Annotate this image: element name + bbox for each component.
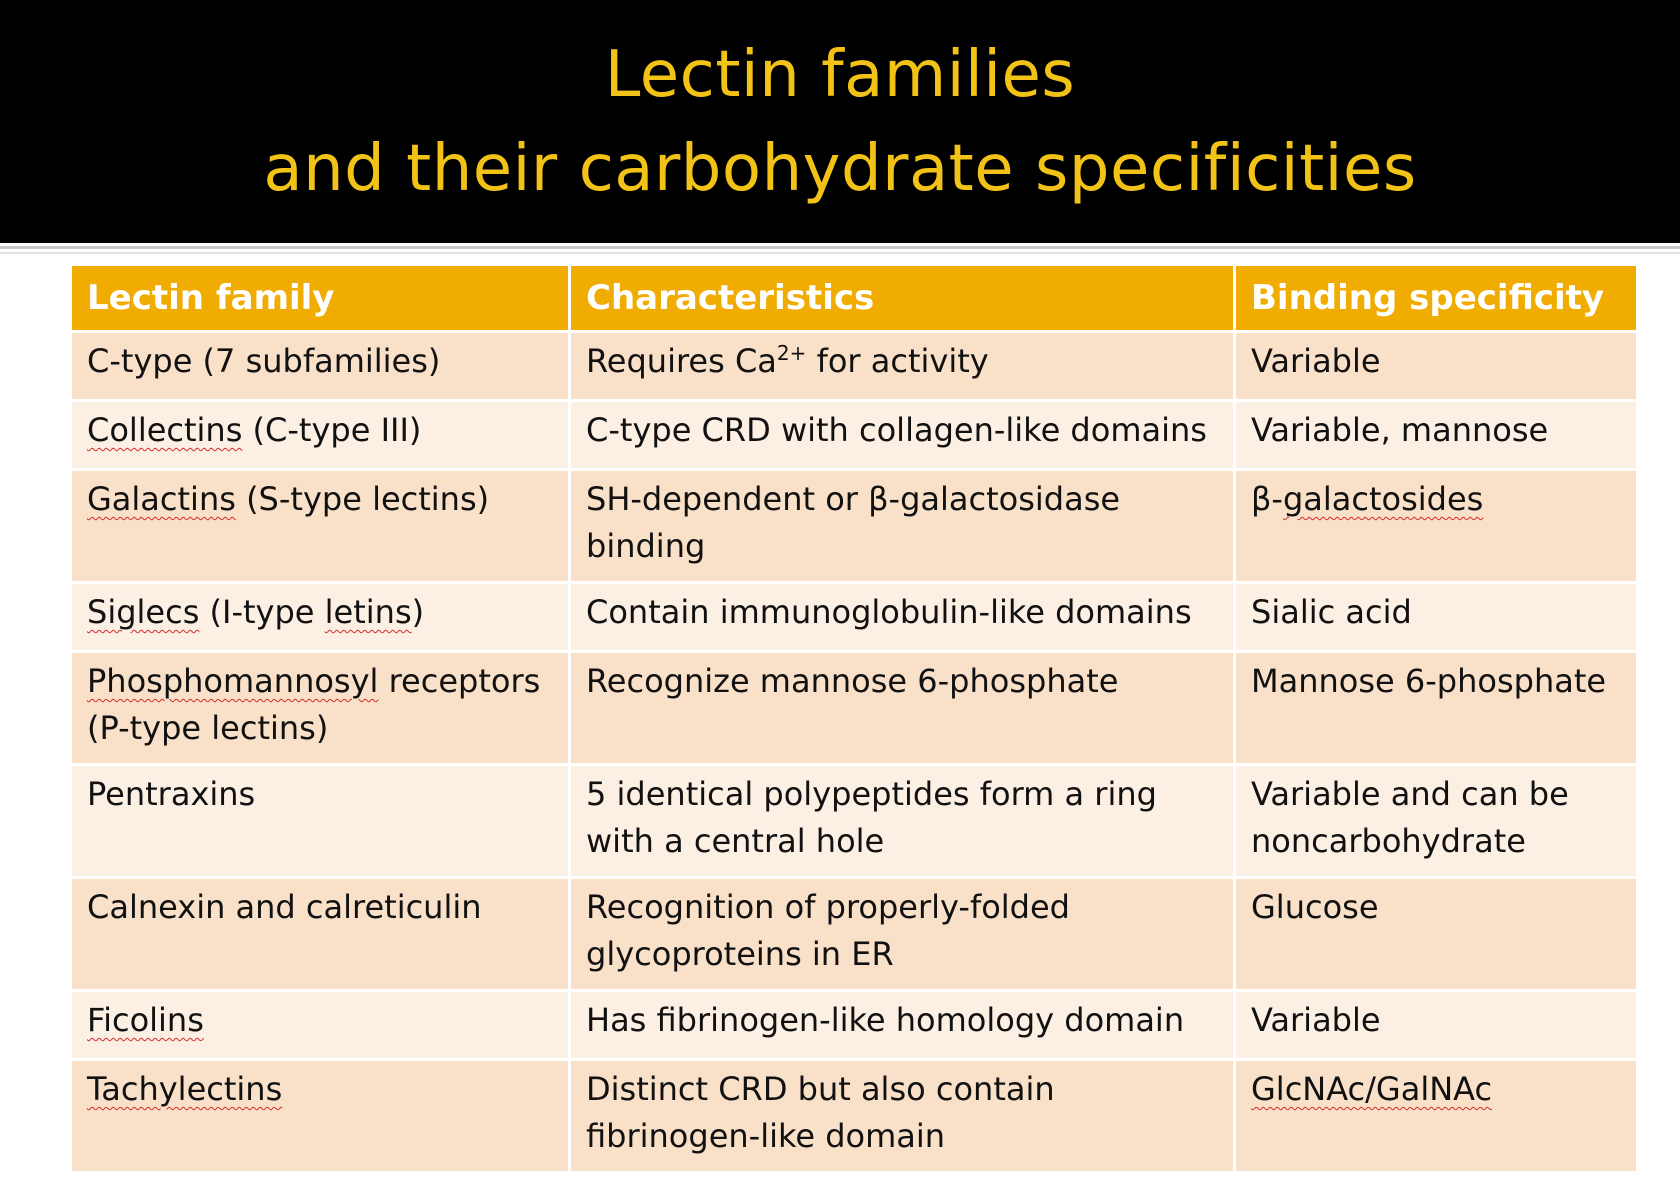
slide-title-line-2: and their carbohydrate specificities — [263, 131, 1417, 206]
cell-lectin-family: Ficolins — [72, 992, 568, 1058]
binding-specificity-text: Mannose 6-phosphate — [1251, 662, 1607, 700]
cell-lectin-family: Siglecs (I-type letins) — [72, 584, 568, 650]
cell-characteristics: C-type CRD with collagen-like domains — [571, 402, 1233, 468]
cell-binding-specificity: GlcNAc/GalNAc — [1236, 1061, 1636, 1171]
table-row: Ficolins Has fibrinogen-like homology do… — [72, 992, 1636, 1058]
cell-lectin-family: Tachylectins — [72, 1061, 568, 1171]
lectin-family-name-rest: receptors (P-type lectins) — [87, 662, 541, 747]
cell-binding-specificity: β-galactosides — [1236, 471, 1636, 581]
cell-binding-specificity: Sialic acid — [1236, 584, 1636, 650]
cell-lectin-family: Calnexin and calreticulin — [72, 879, 568, 989]
cell-characteristics: Distinct CRD but also contain fibrinogen… — [571, 1061, 1233, 1171]
cell-lectin-family: C-type (7 subfamilies) — [72, 333, 568, 399]
slide-title-line-1: Lectin families — [604, 37, 1076, 112]
lectin-family-name: Pentraxins — [87, 775, 256, 813]
characteristics-text: Recognition of properly-folded glycoprot… — [586, 888, 1070, 973]
cell-binding-specificity: Glucose — [1236, 879, 1636, 989]
binding-specificity-text: Glucose — [1251, 888, 1379, 926]
spellcheck-flagged-word: galactosides — [1282, 480, 1484, 518]
lectin-family-name-rest: ) — [411, 593, 425, 631]
calcium-charge-superscript: 2+ — [776, 341, 807, 365]
binding-specificity-text: Variable and can be noncarbohydrate — [1251, 775, 1569, 860]
characteristics-text: Requires Ca — [586, 342, 777, 380]
characteristics-text: 5 identical polypeptides form a ring wit… — [586, 775, 1157, 860]
cell-lectin-family: Collectins (C-type III) — [72, 402, 568, 468]
table-row: Collectins (C-type III) C-type CRD with … — [72, 402, 1636, 468]
characteristics-text-suffix: for activity — [806, 342, 989, 380]
spellcheck-flagged-word: Collectins — [87, 411, 243, 449]
table-row: Pentraxins 5 identical polypeptides form… — [72, 766, 1636, 876]
characteristics-text: Has fibrinogen-like homology domain — [586, 1001, 1185, 1039]
binding-specificity-text: Sialic acid — [1251, 593, 1412, 631]
characteristics-text: SH-dependent or β-galactosidase binding — [586, 480, 1121, 565]
characteristics-text: C-type CRD with collagen-like domains — [586, 411, 1207, 449]
column-header-binding-specificity: Binding specificity — [1236, 266, 1636, 330]
lectin-family-name-mid: (I-type — [199, 593, 325, 631]
title-divider-secondary — [0, 252, 1680, 254]
lectin-family-name: Calnexin and calreticulin — [87, 888, 482, 926]
lectin-family-name-rest: (C-type III) — [242, 411, 422, 449]
title-divider — [0, 246, 1680, 249]
cell-binding-specificity: Mannose 6-phosphate — [1236, 653, 1636, 763]
cell-characteristics: Has fibrinogen-like homology domain — [571, 992, 1233, 1058]
spellcheck-flagged-word: Siglecs — [87, 593, 200, 631]
table-row: Tachylectins Distinct CRD but also conta… — [72, 1061, 1636, 1171]
lectin-families-table: Lectin family Characteristics Binding sp… — [69, 263, 1639, 1174]
table-row: Siglecs (I-type letins) Contain immunogl… — [72, 584, 1636, 650]
cell-characteristics: SH-dependent or β-galactosidase binding — [571, 471, 1233, 581]
characteristics-text: Distinct CRD but also contain fibrinogen… — [586, 1070, 1055, 1155]
cell-binding-specificity: Variable, mannose — [1236, 402, 1636, 468]
binding-specificity-text: Variable, mannose — [1251, 411, 1549, 449]
cell-characteristics: 5 identical polypeptides form a ring wit… — [571, 766, 1233, 876]
characteristics-text: Contain immunoglobulin-like domains — [586, 593, 1192, 631]
cell-characteristics: Recognition of properly-folded glycoprot… — [571, 879, 1233, 989]
table-row: Calnexin and calreticulin Recognition of… — [72, 879, 1636, 989]
cell-binding-specificity: Variable — [1236, 333, 1636, 399]
cell-lectin-family: Phosphomannosyl receptors (P-type lectin… — [72, 653, 568, 763]
cell-characteristics: Recognize mannose 6-phosphate — [571, 653, 1233, 763]
column-header-characteristics: Characteristics — [571, 266, 1233, 330]
binding-specificity-text: Variable — [1251, 342, 1381, 380]
cell-lectin-family: Galactins (S-type lectins) — [72, 471, 568, 581]
binding-specificity-text: Variable — [1251, 1001, 1381, 1039]
table-row: Galactins (S-type lectins) SH-dependent … — [72, 471, 1636, 581]
lectin-family-name-rest: (S-type lectins) — [235, 480, 490, 518]
column-header-lectin-family: Lectin family — [72, 266, 568, 330]
cell-lectin-family: Pentraxins — [72, 766, 568, 876]
binding-specificity-prefix: β- — [1251, 480, 1283, 518]
spellcheck-flagged-word: letins — [324, 593, 412, 631]
characteristics-text: Recognize mannose 6-phosphate — [586, 662, 1119, 700]
spellcheck-flagged-word: Phosphomannosyl — [87, 662, 379, 700]
lectin-family-name: C-type (7 subfamilies) — [87, 342, 441, 380]
table-header-row: Lectin family Characteristics Binding sp… — [72, 266, 1636, 330]
spellcheck-flagged-word: Tachylectins — [87, 1070, 283, 1108]
cell-characteristics: Contain immunoglobulin-like domains — [571, 584, 1233, 650]
table-row: Phosphomannosyl receptors (P-type lectin… — [72, 653, 1636, 763]
cell-characteristics: Requires Ca2+ for activity — [571, 333, 1233, 399]
spellcheck-flagged-word: Galactins — [87, 480, 236, 518]
table-row: C-type (7 subfamilies) Requires Ca2+ for… — [72, 333, 1636, 399]
cell-binding-specificity: Variable and can be noncarbohydrate — [1236, 766, 1636, 876]
cell-binding-specificity: Variable — [1236, 992, 1636, 1058]
spellcheck-flagged-word: Ficolins — [87, 1001, 204, 1039]
slide-title-bar: Lectin families and their carbohydrate s… — [0, 0, 1680, 243]
spellcheck-flagged-word: GlcNAc/GalNAc — [1251, 1070, 1493, 1108]
